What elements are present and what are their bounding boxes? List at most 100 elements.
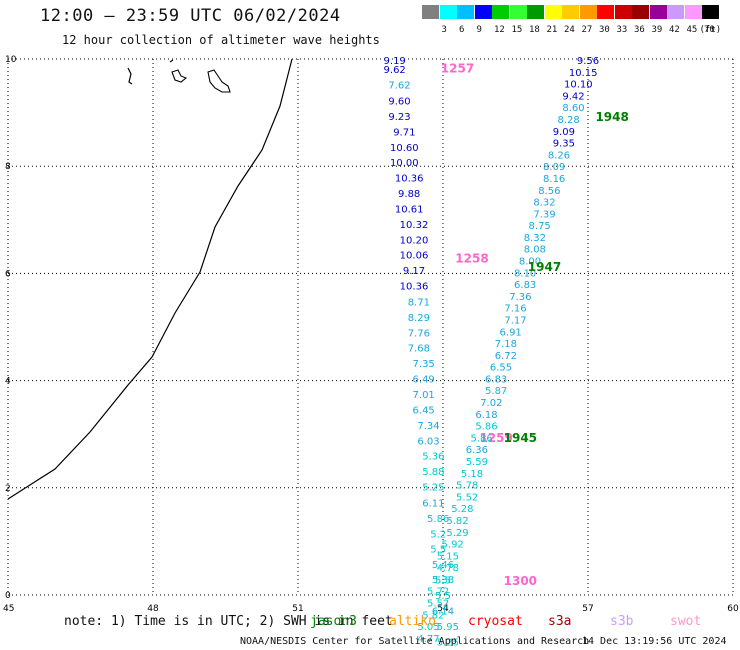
colorbar-swatch	[579, 5, 597, 19]
lon-tick-label: 57	[582, 604, 593, 614]
satellite-legend-swot: swot	[670, 614, 702, 629]
lat-tick-label: 8	[5, 162, 11, 172]
wave-height-point: 10.36	[395, 173, 424, 184]
satellite-legend-s3b: s3b	[610, 614, 634, 629]
wave-height-point: 9.60	[388, 96, 410, 107]
satellite-legend-s3a: s3a	[548, 614, 572, 629]
wave-height-point: 9.09	[553, 127, 575, 138]
wave-height-point: 9.42	[562, 91, 584, 102]
colorbar-label: 39	[651, 25, 663, 35]
colorbar-swatch	[684, 5, 702, 19]
wave-height-point: 8.10	[514, 268, 536, 279]
colorbar-swatch	[527, 5, 544, 19]
wave-height-point: 8.71	[408, 297, 430, 308]
wave-height-point: 5.86	[427, 514, 449, 525]
pass-time-label: 1257	[441, 62, 474, 76]
lat-tick-label: 6	[5, 269, 11, 279]
wave-height-point: 10.10	[564, 80, 593, 91]
colorbar-label: 24	[564, 25, 575, 35]
wave-height-point: 5.5	[435, 591, 451, 602]
colorbar-swatch	[474, 5, 492, 19]
wave-height-point: 5.52	[456, 492, 478, 503]
wave-height-point: 9.71	[393, 127, 415, 138]
wave-height-point: 6.03	[417, 437, 439, 448]
lat-tick-label: 0	[5, 591, 11, 601]
wave-height-point: 5.87	[485, 386, 507, 397]
colorbar-swatch	[597, 5, 614, 19]
lat-tick-label: 10	[5, 55, 17, 65]
colorbar-swatch	[702, 5, 719, 19]
wave-height-point: 5.29	[446, 528, 468, 539]
page-subtitle: 12 hour collection of altimeter wave hei…	[62, 33, 380, 47]
wave-height-point: 8.32	[533, 198, 555, 209]
wave-height-point: 8.32	[524, 233, 546, 244]
wave-height-point: 5.72	[427, 587, 449, 598]
colorbar-swatch	[649, 5, 667, 19]
pass-time-label: 1948	[595, 110, 628, 124]
wave-height-point: 5.15	[437, 551, 459, 562]
pass-time-label: 1947	[528, 260, 561, 274]
wave-height-point: 5.38	[432, 575, 454, 586]
colorbar-swatch	[562, 5, 579, 19]
wave-height-point: 6.83	[514, 280, 536, 291]
wave-height-point: 5.59	[466, 457, 488, 468]
colorbar-label: 6	[459, 25, 465, 35]
wave-height-point: 7.36	[509, 292, 531, 303]
wave-height-point: 9.56	[577, 56, 599, 67]
wave-height-point: 5.25	[437, 638, 459, 649]
wave-height-point: 5.88	[422, 467, 444, 478]
pass-time-label: 1258	[455, 251, 488, 265]
colorbar-label: 42	[669, 25, 680, 35]
wave-height-point: 5.2	[430, 529, 446, 540]
wave-height-point: 7.18	[495, 339, 517, 350]
colorbar-label: 30	[599, 25, 610, 35]
wave-height-point: 8.16	[543, 174, 565, 185]
colorbar-label: 3	[441, 25, 447, 35]
wave-height-point: 10.20	[400, 236, 429, 247]
wave-height-point: 6.36	[466, 445, 488, 456]
wave-height-point: 5.36	[422, 452, 444, 463]
wave-height-point: 10.15	[569, 68, 598, 79]
colorbar-label: 70	[704, 25, 715, 35]
wave-height-point: 9.62	[384, 65, 406, 76]
wave-height-point: 4.78	[437, 563, 459, 574]
lon-tick-label: 60	[727, 604, 739, 614]
wave-height-point: 7.68	[408, 343, 430, 354]
wave-height-point: 9.17	[403, 266, 425, 277]
wave-height-point: 9.23	[388, 112, 410, 123]
wave-height-point: 6.72	[495, 351, 517, 362]
wave-height-point: 9.19	[384, 56, 406, 67]
wave-height-point: 5.46	[432, 560, 454, 571]
colorbar-label: 15	[511, 25, 523, 35]
lat-tick-label: 4	[5, 377, 11, 387]
colorbar-label: 21	[546, 25, 558, 35]
colorbar-label: 27	[581, 25, 593, 35]
wave-height-point: 8.56	[538, 186, 560, 197]
colorbar-label: 12	[494, 25, 505, 35]
colorbar-swatch	[544, 5, 562, 19]
wave-height-point: 5.18	[461, 469, 483, 480]
generation-timestamp: 14 Dec 13:19:56 UTC 2024	[582, 636, 727, 647]
wave-height-point: 7.02	[480, 398, 502, 409]
wave-height-point: 7.62	[388, 81, 410, 92]
wave-height-point: 5.5	[435, 575, 451, 586]
colorbar-unit: (ft)	[699, 25, 722, 35]
page-title: 12:00 – 23:59 UTC 06/02/2024	[40, 6, 341, 26]
wave-height-point: 7.39	[533, 209, 555, 220]
wave-height-point: 6.18	[475, 410, 497, 421]
wave-height-point: 8.75	[529, 221, 551, 232]
wave-height-point: 8.00	[519, 257, 541, 268]
lon-tick-label: 48	[147, 604, 159, 614]
wave-height-point: 5.52	[427, 599, 449, 610]
lon-tick-label: 54	[437, 604, 449, 614]
wave-height-point: 7.17	[504, 315, 526, 326]
colorbar-label: 18	[529, 25, 540, 35]
colorbar-label: 9	[476, 25, 482, 35]
wave-height-point: 7.16	[504, 304, 526, 315]
wave-height-point: 5.05	[417, 622, 439, 633]
wave-height-point: 6.91	[500, 327, 522, 338]
wave-height-point: 9.88	[398, 189, 420, 200]
wave-height-point: 5.86	[475, 422, 497, 433]
colorbar-swatch	[614, 5, 632, 19]
